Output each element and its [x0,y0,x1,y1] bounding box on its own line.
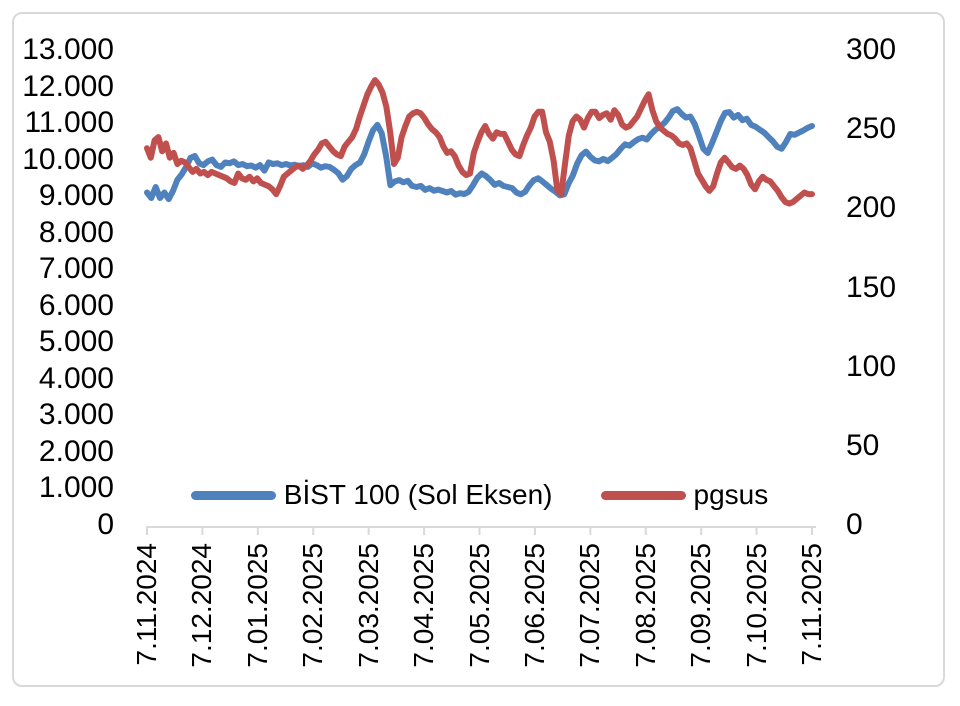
x-axis-tick-label: 7.04.2025 [408,543,440,668]
left-axis-tick-label: 11.000 [24,106,114,140]
x-axis-tick-label: 7.11.2025 [796,543,827,666]
left-axis-tick-label: 12.000 [22,69,114,103]
left-axis-tick-label: 5.000 [38,325,114,359]
left-axis-tick-label: 2.000 [38,434,114,468]
series-line-bist100 [144,106,815,203]
x-axis-tick-label: 7.12.2024 [186,543,218,668]
right-axis-tick-label: 0 [846,508,863,541]
right-axis-tick-label: 100 [846,349,897,383]
bist100-line-swatch [190,490,276,500]
right-axis-tick-label: 300 [846,33,897,66]
chart-legend: BİST 100 (Sol Eksen) pgsus [147,477,812,513]
x-axis-tick-label: 7.05.2025 [463,543,495,668]
left-axis-tick-label: 13.000 [22,33,114,66]
left-axis-tick-label: 6.000 [38,288,114,322]
legend-label-bist100: BİST 100 (Sol Eksen) [283,479,553,510]
legend-item-bist100: BİST 100 (Sol Eksen) [190,478,553,512]
x-axis-tick-label: 7.06.2025 [518,543,550,668]
left-axis-tick-label: 9.000 [38,179,114,213]
left-axis-tick-label: 8.000 [38,215,114,249]
left-axis-tick-label: 1.000 [38,471,114,505]
pgsus-line-swatch [600,490,686,500]
left-axis-tick-label: 3.000 [38,398,114,432]
legend-item-pgsus: pgsus [600,478,769,512]
x-axis-tick-label: 7.11.2024 [131,543,162,666]
x-axis-tick-label: 7.07.2025 [574,543,606,668]
right-axis-tick-label: 50 [846,428,880,462]
right-axis-tick-label: 200 [846,191,897,225]
right-axis-tick-label: 250 [846,112,897,146]
x-axis-tick-label: 7.03.2025 [352,543,384,668]
left-axis-tick-label: 7.000 [38,252,114,286]
legend-label-pgsus: pgsus [693,479,769,510]
x-axis-tick-label: 7.01.2025 [241,543,273,668]
x-axis-tick-label: 7.08.2025 [629,543,661,668]
left-axis-tick-label: 0 [97,508,114,541]
x-axis-tick-label: 7.10.2025 [740,543,772,668]
right-axis-tick-label: 150 [846,270,897,304]
left-axis-tick-label: 10.000 [22,142,114,176]
left-axis-tick-label: 4.000 [38,361,114,395]
x-axis-tick-label: 7.09.2025 [685,543,717,668]
x-axis-tick-label: 7.02.2025 [297,543,329,668]
series-line-pgsus [144,77,815,207]
